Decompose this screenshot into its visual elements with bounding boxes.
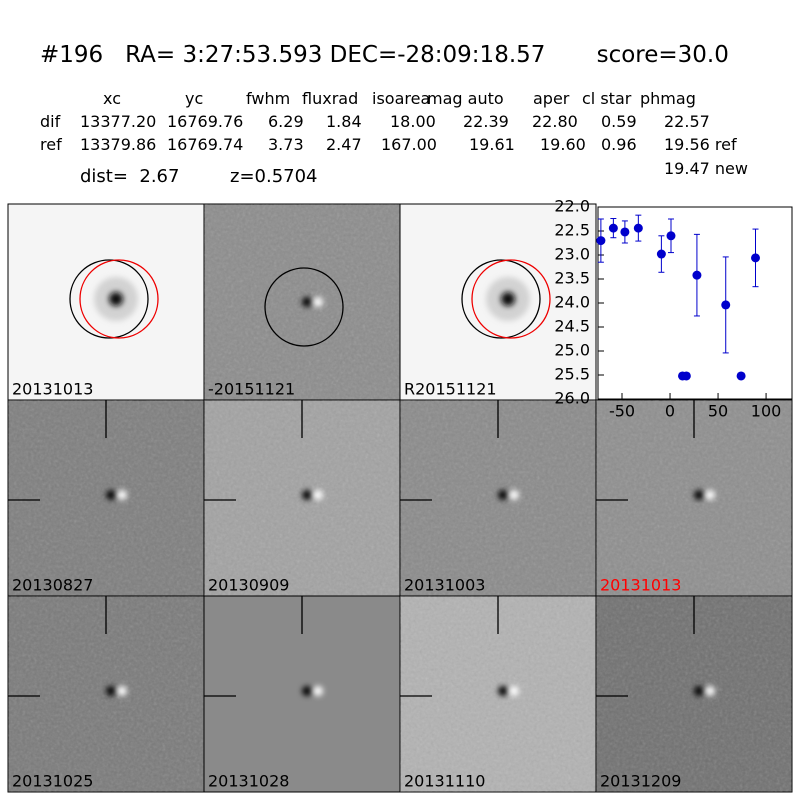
table-cell: 167.00 <box>381 135 437 154</box>
panel-label: 20131013 <box>600 576 681 595</box>
aperture-red <box>79 259 159 339</box>
table-cell: 19.60 <box>540 135 586 154</box>
y-tick-label: 26.0 <box>554 389 590 408</box>
panel-label: 20131003 <box>404 576 485 595</box>
dist: dist= 2.67 <box>80 166 180 187</box>
dipole-bright <box>705 686 715 696</box>
column-header: isoarea <box>372 89 431 108</box>
column-header: xc <box>103 89 121 108</box>
x-tick-label: 50 <box>708 402 728 421</box>
y-tick-label: 23.0 <box>554 245 590 264</box>
panel-label: 20130827 <box>12 576 93 595</box>
table-cell: 22.57 <box>664 112 710 131</box>
table-cell: 2.47 <box>326 135 362 154</box>
point <box>620 227 630 237</box>
dipole-dark <box>498 686 508 696</box>
point <box>608 223 618 233</box>
column-header: yc <box>185 89 204 108</box>
dipole-bright <box>509 490 519 500</box>
panel-label: 20131025 <box>12 772 93 791</box>
new-mag: 19.47 new <box>664 159 748 178</box>
point <box>666 231 676 241</box>
point <box>751 253 761 263</box>
panel-label: 20130909 <box>208 576 289 595</box>
dipole-bright <box>509 686 519 696</box>
dipole-dark <box>302 686 312 696</box>
column-header: mag auto <box>427 89 504 108</box>
table-cell: 0.59 <box>601 112 637 131</box>
table-cell: ref <box>40 135 62 154</box>
aperture-red <box>471 259 551 339</box>
panel-label: 20131110 <box>404 772 485 791</box>
table-cell: 22.80 <box>532 112 578 131</box>
dipole-dark <box>302 297 312 307</box>
point <box>736 371 746 381</box>
table-cell: 3.73 <box>268 135 304 154</box>
aperture-black <box>461 259 541 339</box>
column-header: aper <box>533 89 570 108</box>
title: #196 RA= 3:27:53.593 DEC=-28:09:18.57 sc… <box>40 42 729 68</box>
redshift: z=0.5704 <box>230 166 318 187</box>
dipole-dark <box>302 490 312 500</box>
dipole-bright <box>313 686 323 696</box>
dipole-bright <box>313 490 323 500</box>
point <box>633 223 643 233</box>
table-cell: 1.84 <box>326 112 362 131</box>
table-cell: 22.39 <box>463 112 509 131</box>
panel-label: 20131209 <box>600 772 681 791</box>
source <box>109 292 123 306</box>
y-tick-label: 22.5 <box>554 221 590 240</box>
source <box>501 292 515 306</box>
y-tick-label: 25.0 <box>554 341 590 360</box>
dipole-dark <box>498 490 508 500</box>
column-header: cl star <box>582 89 632 108</box>
panel-label: 20131028 <box>208 772 289 791</box>
dipole-dark <box>694 490 704 500</box>
column-header: fluxrad <box>302 89 359 108</box>
column-header: phmag <box>640 89 696 108</box>
table-cell: 19.56 ref <box>664 135 737 154</box>
table-cell: 6.29 <box>268 112 304 131</box>
y-tick-label: 22.0 <box>554 197 590 216</box>
table-cell: 16769.74 <box>167 135 244 154</box>
panel-label: 20131013 <box>12 380 93 399</box>
point <box>681 371 691 381</box>
y-tick-label: 24.0 <box>554 293 590 312</box>
dipole-bright <box>117 490 127 500</box>
point <box>692 270 702 280</box>
table-cell: dif <box>40 112 61 131</box>
point <box>596 236 606 246</box>
aperture-black <box>69 259 149 339</box>
dipole-bright <box>705 490 715 500</box>
y-tick-label: 24.5 <box>554 317 590 336</box>
aperture-black <box>264 267 344 347</box>
x-tick-label: 0 <box>665 402 675 421</box>
point <box>721 300 731 310</box>
dipole-dark <box>694 686 704 696</box>
table-cell: 13377.20 <box>80 112 157 131</box>
y-tick-label: 23.5 <box>554 269 590 288</box>
dipole-bright <box>313 297 323 307</box>
table-cell: 19.61 <box>469 135 515 154</box>
table-cell: 18.00 <box>390 112 436 131</box>
dipole-bright <box>117 686 127 696</box>
table-cell: 16769.76 <box>167 112 244 131</box>
table-cell: 0.96 <box>601 135 637 154</box>
y-tick-label: 25.5 <box>554 365 590 384</box>
dipole-dark <box>106 686 116 696</box>
dipole-dark <box>106 490 116 500</box>
column-header: fwhm <box>246 89 291 108</box>
table-cell: 13379.86 <box>80 135 157 154</box>
x-tick-label: 100 <box>751 402 782 421</box>
panel-label: R20151121 <box>404 380 497 399</box>
x-tick-label: -50 <box>609 402 635 421</box>
panel-label: -20151121 <box>208 380 295 399</box>
point <box>656 249 666 259</box>
